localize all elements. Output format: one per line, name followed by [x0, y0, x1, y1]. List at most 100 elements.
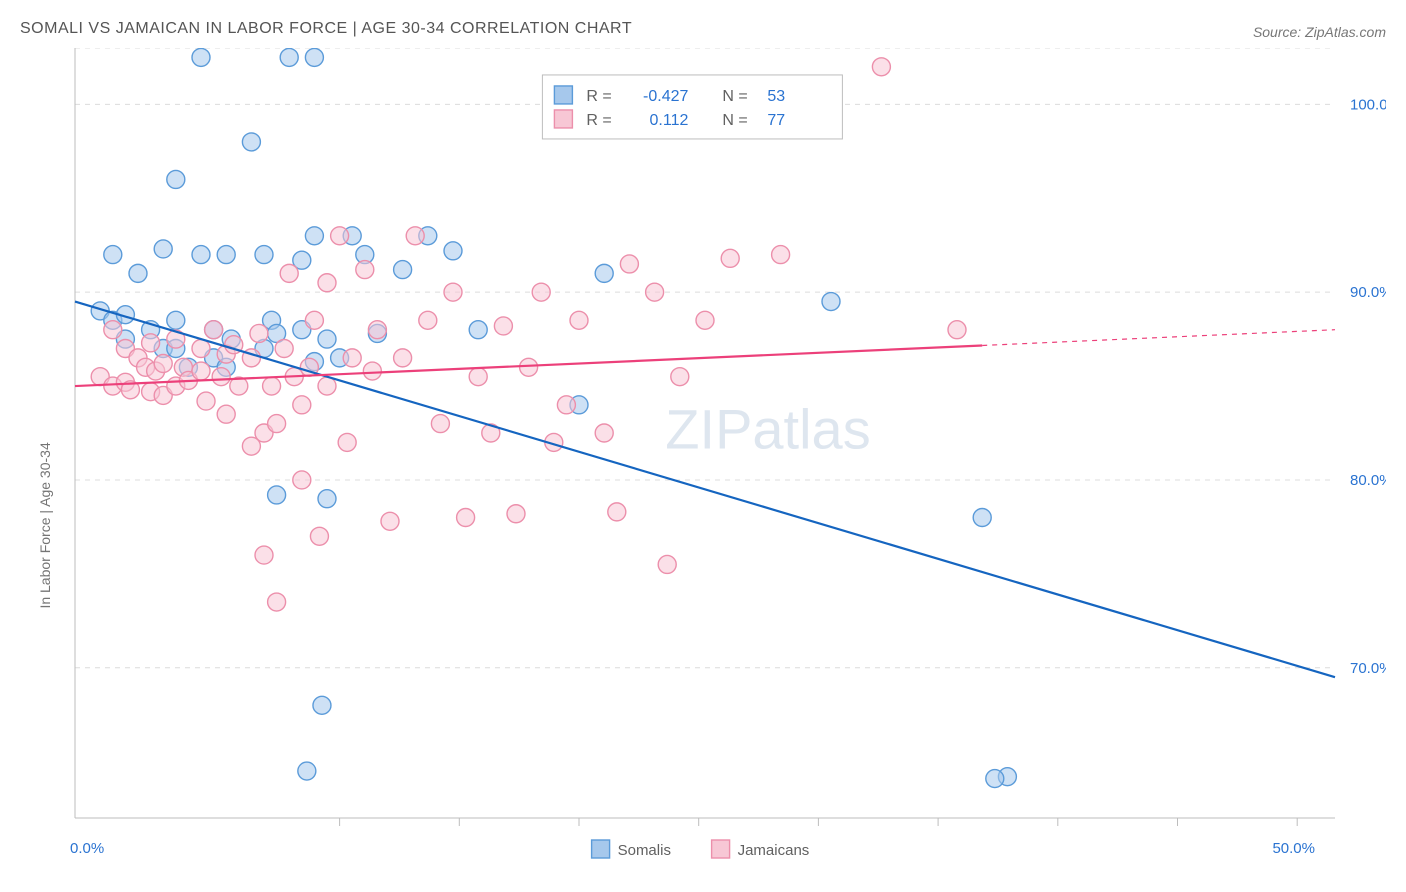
legend-box	[542, 75, 842, 139]
scatter-point	[772, 246, 790, 264]
scatter-point	[431, 415, 449, 433]
scatter-point	[520, 358, 538, 376]
scatter-point	[532, 283, 550, 301]
scatter-point	[293, 396, 311, 414]
scatter-point	[275, 339, 293, 357]
scatter-point	[305, 311, 323, 329]
scatter-point	[318, 377, 336, 395]
legend-swatch	[554, 110, 572, 128]
trend-line-dashed	[982, 330, 1335, 346]
scatter-point	[419, 311, 437, 329]
scatter-point	[363, 362, 381, 380]
page-title: SOMALI VS JAMAICAN IN LABOR FORCE | AGE …	[20, 20, 632, 38]
scatter-point	[263, 377, 281, 395]
scatter-point	[381, 512, 399, 530]
scatter-point	[217, 246, 235, 264]
scatter-point	[872, 58, 890, 76]
legend-swatch	[554, 86, 572, 104]
scatter-point	[197, 392, 215, 410]
watermark: ZIPatlas	[665, 397, 870, 460]
scatter-point	[280, 264, 298, 282]
scatter-point	[646, 283, 664, 301]
scatter-point	[595, 264, 613, 282]
scatter-point	[973, 509, 991, 527]
scatter-point	[305, 227, 323, 245]
scatter-point	[154, 240, 172, 258]
x-label-right: 50.0%	[1272, 840, 1315, 857]
y-axis-label: In Labor Force | Age 30-34	[37, 442, 53, 609]
scatter-point	[310, 527, 328, 545]
scatter-point	[570, 311, 588, 329]
legend-r-value: -0.427	[643, 88, 688, 105]
scatter-point	[469, 321, 487, 339]
scatter-point	[557, 396, 575, 414]
legend-r-value: 0.112	[650, 112, 689, 129]
legend-bottom-swatch	[592, 840, 610, 858]
scatter-point	[192, 339, 210, 357]
scatter-point	[167, 170, 185, 188]
scatter-point	[394, 261, 412, 279]
scatter-point	[394, 349, 412, 367]
scatter-point	[469, 368, 487, 386]
scatter-point	[192, 246, 210, 264]
scatter-point	[948, 321, 966, 339]
scatter-point	[356, 261, 374, 279]
legend-n-label: N =	[722, 112, 747, 129]
scatter-point	[331, 227, 349, 245]
scatter-point	[444, 242, 462, 260]
scatter-point	[217, 405, 235, 423]
scatter-point	[129, 264, 147, 282]
legend-n-value: 53	[767, 88, 785, 105]
scatter-point	[293, 471, 311, 489]
scatter-point	[368, 321, 386, 339]
scatter-point	[721, 249, 739, 267]
legend-bottom-label: Jamaicans	[738, 842, 810, 859]
scatter-point	[280, 48, 298, 66]
scatter-point	[338, 433, 356, 451]
y-tick-label: 100.0%	[1350, 96, 1386, 113]
scatter-point	[142, 334, 160, 352]
scatter-point	[255, 246, 273, 264]
legend-bottom-label: Somalis	[618, 842, 671, 859]
scatter-point	[318, 330, 336, 348]
scatter-point	[192, 362, 210, 380]
scatter-point	[696, 311, 714, 329]
scatter-point	[313, 696, 331, 714]
scatter-point	[457, 509, 475, 527]
scatter-point	[212, 368, 230, 386]
scatter-point	[192, 48, 210, 66]
scatter-point	[406, 227, 424, 245]
scatter-point	[343, 349, 361, 367]
scatter-point	[822, 293, 840, 311]
y-tick-label: 80.0%	[1350, 472, 1386, 489]
legend-n-label: N =	[722, 88, 747, 105]
legend-r-label: R =	[586, 88, 611, 105]
y-tick-label: 70.0%	[1350, 660, 1386, 677]
scatter-point	[444, 283, 462, 301]
scatter-point	[298, 762, 316, 780]
scatter-point	[242, 133, 260, 151]
scatter-point	[104, 246, 122, 264]
scatter-point	[154, 355, 172, 373]
source-label: Source: ZipAtlas.com	[1253, 24, 1386, 40]
scatter-point	[494, 317, 512, 335]
x-label-left: 0.0%	[70, 840, 104, 857]
scatter-point	[167, 311, 185, 329]
scatter-point	[658, 555, 676, 573]
scatter-point	[255, 546, 273, 564]
legend-bottom-swatch	[712, 840, 730, 858]
scatter-point	[608, 503, 626, 521]
correlation-chart: 70.0%80.0%90.0%100.0%0.0%50.0%In Labor F…	[30, 48, 1386, 868]
scatter-point	[250, 324, 268, 342]
scatter-point	[671, 368, 689, 386]
scatter-point	[318, 274, 336, 292]
scatter-point	[305, 48, 323, 66]
legend-n-value: 77	[767, 112, 785, 129]
scatter-point	[595, 424, 613, 442]
legend-r-label: R =	[586, 112, 611, 129]
scatter-point	[104, 321, 122, 339]
scatter-point	[986, 770, 1004, 788]
scatter-point	[620, 255, 638, 273]
scatter-point	[268, 593, 286, 611]
scatter-point	[507, 505, 525, 523]
